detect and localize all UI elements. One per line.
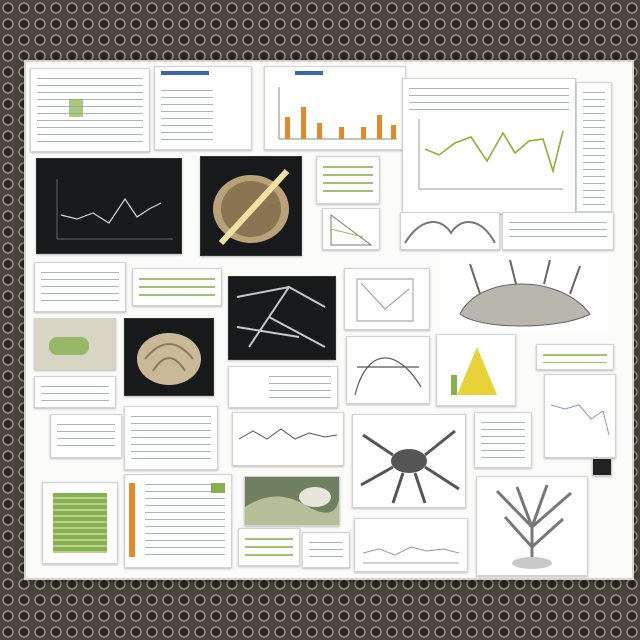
yellow-cone-diagram xyxy=(436,334,516,406)
orange-column-sheet xyxy=(124,474,232,568)
root-svg xyxy=(459,259,591,327)
small-chart-svg xyxy=(550,404,610,436)
spider-svg xyxy=(360,429,460,504)
small-line-chart xyxy=(544,374,616,458)
doc-left-row3 xyxy=(34,262,126,312)
mini-table xyxy=(34,376,116,408)
doc-bars-top xyxy=(154,66,252,150)
doc-bottom-chart xyxy=(354,518,468,572)
tree-root-drawing xyxy=(476,476,588,576)
text-lines xyxy=(57,421,115,451)
fiber-svg xyxy=(404,221,496,244)
text-lines xyxy=(309,539,343,561)
text-lines xyxy=(583,89,605,205)
green-grid xyxy=(53,493,107,553)
wave-svg xyxy=(238,428,338,440)
doc-green-lines xyxy=(132,268,222,306)
text-lines xyxy=(481,419,525,461)
text-lines xyxy=(145,481,225,561)
green-tab xyxy=(211,483,225,493)
green-highlight xyxy=(69,99,83,117)
network-sketch-dark xyxy=(228,276,336,360)
landscape-svg xyxy=(245,487,339,525)
doc-left-row5 xyxy=(50,414,122,458)
chart-header-lines xyxy=(409,85,569,113)
wood-svg xyxy=(213,168,290,246)
bar-sheet-small xyxy=(474,412,532,468)
doc-bottom-center-a xyxy=(238,528,300,566)
network-svg xyxy=(236,285,326,348)
bar xyxy=(301,107,306,139)
orange-column xyxy=(129,483,135,557)
green-data-table xyxy=(316,156,380,204)
bar xyxy=(391,125,396,139)
text-lines xyxy=(41,269,119,305)
shell-svg xyxy=(137,333,201,385)
shell-specimen-photo xyxy=(124,318,214,396)
spider-drawing xyxy=(352,414,466,508)
doc-center-left-row5 xyxy=(124,406,218,470)
bar xyxy=(339,127,344,139)
text-lines xyxy=(543,351,607,363)
doc-right-mid xyxy=(502,212,614,250)
dark-thumb xyxy=(592,458,612,476)
chart-heading-bar xyxy=(295,71,323,75)
text-lines xyxy=(245,535,293,559)
fiber-sketch-photo xyxy=(400,212,500,250)
text-lines xyxy=(41,383,109,401)
mechanical-photo xyxy=(228,366,338,408)
green-line-chart xyxy=(402,78,576,214)
green-grid-sheet xyxy=(42,482,118,564)
text-lines xyxy=(131,413,211,463)
bar xyxy=(285,117,290,139)
tree-svg xyxy=(495,484,572,569)
text-lines xyxy=(139,275,215,299)
bar xyxy=(317,123,322,139)
bar xyxy=(377,115,382,139)
landscape-photo xyxy=(244,476,340,526)
line-chart-svg xyxy=(418,119,564,190)
dark-line-chart xyxy=(36,158,182,254)
wave-chart xyxy=(232,412,344,466)
curve-diagram xyxy=(346,336,430,404)
doc-heading-bar xyxy=(161,71,209,75)
triangle-svg xyxy=(330,214,373,246)
curve-svg xyxy=(354,357,422,396)
bottom-chart-svg xyxy=(362,546,460,564)
side-doc-right xyxy=(576,82,612,212)
dark-chart-svg xyxy=(56,179,173,240)
collage-board xyxy=(26,62,632,578)
orange-bar-chart xyxy=(264,66,406,150)
doc-bottom-center-b xyxy=(302,532,350,568)
square-svg xyxy=(356,278,414,322)
table-rows xyxy=(323,163,373,197)
text-lines xyxy=(37,75,143,145)
wood-specimen-photo xyxy=(200,156,302,256)
text-lines xyxy=(269,373,331,401)
photo-plant xyxy=(34,318,116,370)
doc-right-green-head xyxy=(536,344,614,370)
doc-table-top-left xyxy=(30,68,150,152)
bar-chart-svg xyxy=(278,87,397,140)
root-structure-drawing xyxy=(440,254,608,332)
text-lines xyxy=(161,87,213,143)
triangle-diagram xyxy=(322,208,380,250)
square-diagram xyxy=(344,268,430,330)
bar xyxy=(361,127,366,139)
plant-foliage xyxy=(49,337,89,355)
cone-svg xyxy=(451,347,497,395)
text-lines xyxy=(509,219,607,243)
